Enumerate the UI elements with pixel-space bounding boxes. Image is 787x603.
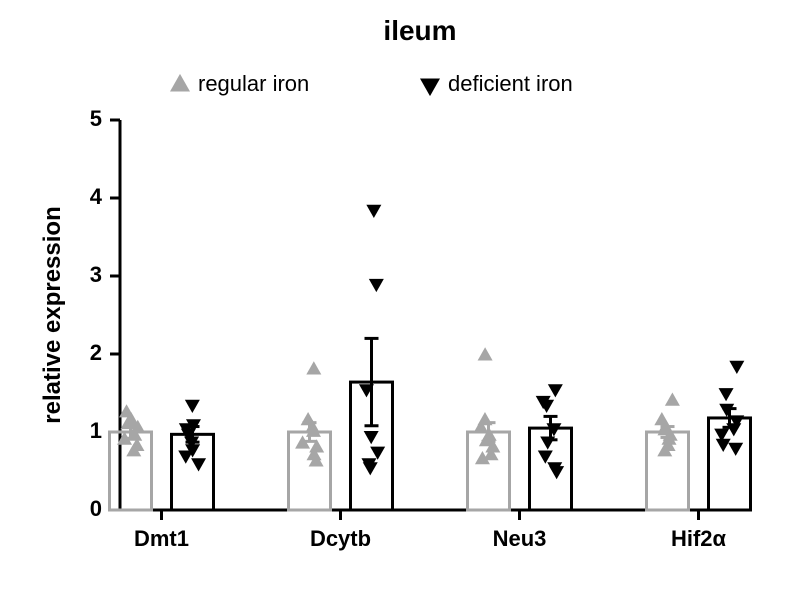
- point-regular: [478, 347, 493, 360]
- point-deficient: [191, 458, 206, 471]
- legend-label-deficient: deficient iron: [448, 71, 573, 96]
- chart-container: ileum regular iron deficient iron 0 1 2 3 4 5 rel…: [0, 0, 787, 603]
- ytick-label: 2: [90, 340, 102, 365]
- point-regular: [665, 392, 680, 405]
- point-deficient: [369, 279, 384, 292]
- point-deficient: [540, 436, 555, 449]
- ytick-label: 3: [90, 262, 102, 287]
- legend: regular iron deficient iron: [170, 71, 573, 96]
- bar-deficient-Hif2α: [709, 418, 751, 510]
- axes: 0 1 2 3 4 5 relative expression Dmt1 Dcytb Neu3 Hi…: [39, 106, 727, 551]
- point-regular: [306, 361, 321, 374]
- point-deficient: [548, 384, 563, 397]
- ytick-label: 1: [90, 418, 102, 443]
- points-layer: [117, 205, 744, 480]
- legend-marker-deficient: [420, 78, 440, 96]
- ytick-label: 4: [90, 184, 103, 209]
- point-deficient: [729, 361, 744, 374]
- point-deficient: [716, 439, 731, 452]
- point-deficient: [366, 205, 381, 218]
- point-deficient: [178, 450, 193, 463]
- point-deficient: [370, 447, 385, 460]
- point-deficient: [538, 450, 553, 463]
- point-deficient: [719, 388, 734, 401]
- point-deficient: [728, 443, 743, 456]
- y-axis-label: relative expression: [39, 206, 66, 423]
- ytick-label: 5: [90, 106, 102, 131]
- point-deficient: [719, 404, 734, 417]
- xtick-label: Dcytb: [310, 526, 371, 551]
- point-deficient: [363, 462, 378, 475]
- ytick-label: 0: [90, 496, 102, 521]
- bar-regular-Dcytb: [289, 432, 331, 510]
- chart-title: ileum: [383, 15, 456, 46]
- xtick-label: Dmt1: [134, 526, 189, 551]
- point-deficient: [364, 431, 379, 444]
- xtick-label: Hif2α: [671, 526, 727, 551]
- legend-marker-regular: [170, 74, 190, 92]
- ileum-chart-svg: ileum regular iron deficient iron 0 1 2 3 4 5 rel…: [0, 0, 787, 603]
- xtick-label: Neu3: [493, 526, 547, 551]
- point-deficient: [549, 466, 564, 479]
- point-deficient: [185, 400, 200, 413]
- point-deficient: [539, 400, 554, 413]
- legend-label-regular: regular iron: [198, 71, 309, 96]
- bars-layer: [110, 338, 751, 510]
- point-deficient: [546, 423, 561, 436]
